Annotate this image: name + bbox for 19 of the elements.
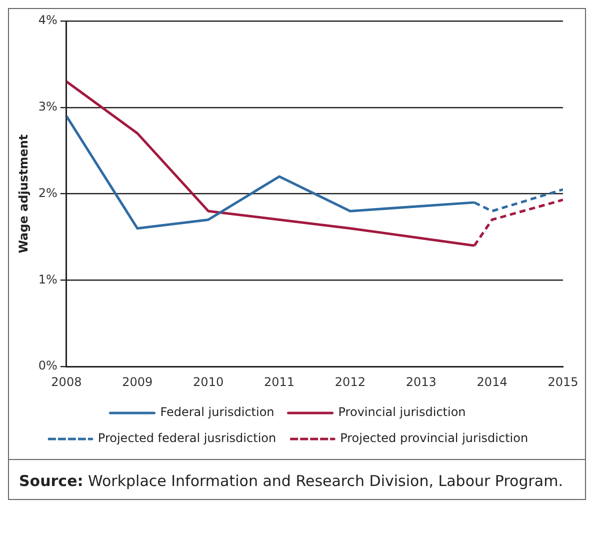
y-tick-label: 3% [38, 100, 58, 114]
y-axis-title: Wage adjustment [16, 134, 30, 254]
x-tick-label: 2015 [548, 374, 578, 389]
x-tick-label: 2010 [193, 374, 224, 389]
x-tick-label: 2008 [51, 374, 82, 389]
y-tick-label: 1% [38, 272, 58, 286]
legend-label: Provincial jurisdiction [338, 405, 466, 420]
y-tick-label: 0% [38, 358, 58, 373]
legend-label: Projected federal jusrisdiction [98, 431, 276, 446]
x-tick-label: 2011 [264, 374, 295, 389]
legend-label: Federal jurisdiction [160, 405, 274, 420]
y-tick-label: 4% [38, 13, 58, 28]
y-tick-label: 2% [38, 186, 58, 200]
x-tick-label: 2014 [476, 374, 508, 389]
x-tick-label: 2013 [406, 374, 436, 389]
x-tick-label: 2012 [334, 374, 366, 389]
x-tick-label: 2009 [122, 374, 153, 389]
source-note: Source: Workplace Information and Research Division, Labour Program. [19, 472, 563, 490]
legend-label: Projected provincial jurisdiction [340, 431, 528, 446]
